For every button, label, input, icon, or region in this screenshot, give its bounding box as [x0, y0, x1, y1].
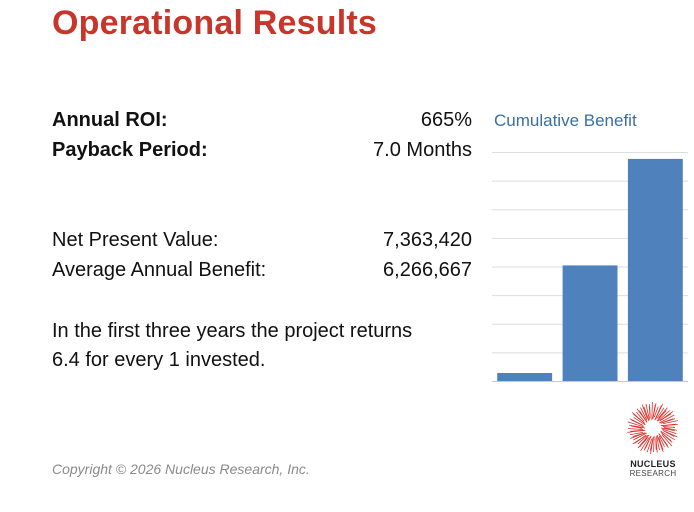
page-title: Operational Results — [52, 4, 377, 42]
annual-roi-label: Annual ROI: — [52, 109, 168, 131]
logo-line-1: NUCLEUS — [630, 459, 676, 469]
chart-bar-2 — [562, 265, 618, 381]
avg-benefit-value: 6,266,667 — [383, 259, 472, 281]
chart-title: Cumulative Benefit — [494, 111, 637, 130]
npv-row: Net Present Value: 7,363,420 — [52, 229, 472, 252]
npv-value: 7,363,420 — [383, 229, 472, 251]
npv-label: Net Present Value: — [52, 229, 219, 251]
annual-roi-value: 665% — [420, 109, 472, 131]
copyright-text: Copyright © 2026 Nucleus Research, Inc. — [52, 461, 310, 477]
summary-text: In the first three years the project ret… — [52, 317, 472, 375]
nucleus-research-logo: NUCLEUS RESEARCH — [624, 401, 682, 478]
payback-label: Payback Period: — [52, 139, 208, 161]
payback-row: Payback Period: 7.0 Months — [52, 139, 472, 162]
chart-bar-3 — [627, 158, 683, 381]
summary-line-1: In the first three years the project ret… — [52, 320, 413, 342]
avg-benefit-row: Average Annual Benefit: 6,266,667 — [52, 259, 472, 282]
logo-line-2: RESEARCH — [629, 469, 677, 478]
annual-roi-row: Annual ROI: 665% — [52, 109, 472, 132]
summary-line-2: 6.4 for every 1 invested. — [52, 349, 266, 371]
avg-benefit-label: Average Annual Benefit: — [52, 259, 267, 281]
chart-bar-1 — [497, 373, 553, 381]
cumulative-benefit-chart — [492, 152, 688, 382]
nucleus-burst-icon — [627, 401, 679, 454]
payback-value: 7.0 Months — [373, 139, 472, 161]
